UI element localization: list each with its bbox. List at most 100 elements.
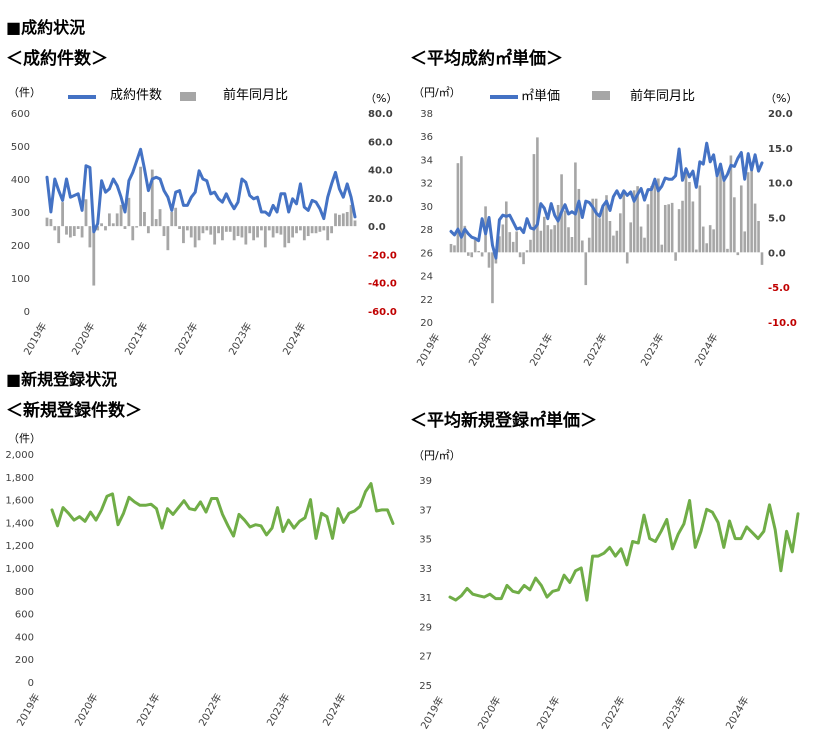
bar-yoy [674, 252, 677, 261]
y-tick-label: 29 [419, 622, 432, 633]
bar-yoy [45, 217, 49, 227]
bar-yoy [536, 137, 539, 253]
bar-yoy [260, 226, 263, 231]
bar-yoy [193, 226, 197, 248]
chart-title-listing-price: ＜平均新規登録㎡単価＞ [410, 411, 597, 431]
bar-yoy [154, 219, 158, 227]
y-tick-label: 100 [11, 274, 30, 285]
series-line [45, 147, 357, 234]
bar-yoy [632, 190, 636, 253]
y-tick-label: 35 [419, 535, 432, 546]
bar-yoy [453, 245, 456, 253]
bar-yoy [587, 237, 591, 253]
bar-yoy [563, 210, 567, 253]
y-tick-label: 38 [420, 109, 433, 120]
bar-yoy [96, 226, 100, 231]
legend-label: ㎡単価 [521, 88, 560, 104]
y-tick-label: 27 [419, 652, 432, 663]
bar-yoy [753, 203, 757, 253]
bar-yoy [80, 226, 84, 238]
bar-yoy [757, 220, 760, 253]
bar-yoy [158, 209, 162, 227]
bar-yoy [605, 195, 608, 253]
bar-yoy [653, 183, 657, 253]
bar-yoy [88, 226, 92, 248]
y2-tick-label: 15.0 [768, 144, 793, 155]
bar-yoy [326, 226, 330, 241]
bar-yoy [549, 229, 553, 253]
bar-yoy [708, 225, 712, 253]
y2-tick-label: 0.0 [368, 222, 386, 233]
bar-yoy [166, 226, 170, 251]
x-tick-label: 2024年 [692, 331, 721, 368]
bar-yoy [684, 173, 688, 253]
x-tick-label: 2020年 [475, 694, 504, 731]
bar-yoy [299, 226, 302, 231]
bar-yoy [232, 226, 236, 241]
bar-yoy [546, 225, 550, 253]
y2-tick-label: 0.0 [768, 248, 786, 259]
bar-yoy [283, 226, 287, 248]
bar-yoy [473, 239, 477, 253]
section-title-listings: ■新規登録状況 [6, 370, 118, 389]
bar-yoy [57, 226, 61, 244]
bar-yoy [178, 226, 181, 229]
bar-yoy [663, 204, 667, 253]
y-tick-label: 22 [420, 295, 433, 306]
bar-yoy [643, 237, 646, 253]
bar-yoy [695, 249, 698, 253]
bar-yoy [688, 181, 691, 253]
bar-yoy [657, 178, 660, 253]
bar-yoy [715, 175, 719, 253]
bar-yoy [135, 226, 139, 228]
y2-axis-unit-label: （%） [765, 92, 797, 105]
bar-yoy [322, 226, 326, 231]
bar-yoy [107, 213, 111, 227]
bar-yoy [349, 204, 353, 227]
y-tick-label: 32 [420, 179, 433, 190]
y2-tick-label: -5.0 [768, 283, 790, 294]
x-tick-label: 2022年 [581, 331, 610, 368]
legend-bar-swatch [180, 92, 196, 101]
y-tick-label: 300 [11, 208, 30, 219]
bar-yoy [691, 201, 695, 253]
bar-yoy [209, 226, 213, 235]
chart-title-listing-count: ＜新規登録件数＞ [6, 401, 142, 421]
y-tick-label: 0 [24, 307, 30, 318]
bar-yoy [162, 226, 166, 237]
bar-yoy [217, 226, 220, 234]
bar-yoy [746, 172, 750, 253]
bar-yoy [84, 199, 88, 227]
bar-yoy [543, 216, 546, 253]
bar-yoy [338, 214, 341, 227]
bar-yoy [314, 226, 318, 234]
bar-yoy [275, 226, 279, 234]
bar-yoy [567, 227, 570, 253]
x-tick-label: 2021年 [134, 691, 163, 728]
bar-yoy [701, 226, 705, 253]
y2-tick-label: -10.0 [768, 318, 797, 329]
bar-yoy [525, 250, 529, 253]
x-tick-label: 2020年 [466, 331, 495, 368]
y2-tick-label: 20.0 [368, 194, 393, 205]
chart-listing-price: 25 27 29 31 33 35 37 39 （円/㎡） 2019年 2020年 2021年 2022… [413, 449, 800, 731]
bar-yoy [515, 231, 518, 253]
bar-yoy [460, 156, 463, 253]
bar-yoy [508, 232, 512, 253]
bar-yoy [150, 169, 154, 227]
bar-yoy [556, 204, 560, 253]
legend-label: 成約件数 [110, 88, 162, 103]
bar-yoy [139, 166, 142, 227]
y2-tick-label: 5.0 [768, 214, 786, 225]
bar-yoy [267, 226, 271, 231]
y-tick-label: 400 [15, 632, 34, 643]
y2-tick-label: -60.0 [368, 307, 397, 318]
y-tick-label: 600 [15, 610, 34, 621]
bar-yoy [518, 252, 522, 258]
bar-yoy [466, 252, 470, 256]
bar-yoy [334, 213, 337, 227]
bar-yoy [221, 226, 224, 241]
y-tick-label: 26 [420, 248, 433, 259]
bar-yoy [646, 204, 650, 253]
y-tick-label: 400 [11, 175, 30, 186]
